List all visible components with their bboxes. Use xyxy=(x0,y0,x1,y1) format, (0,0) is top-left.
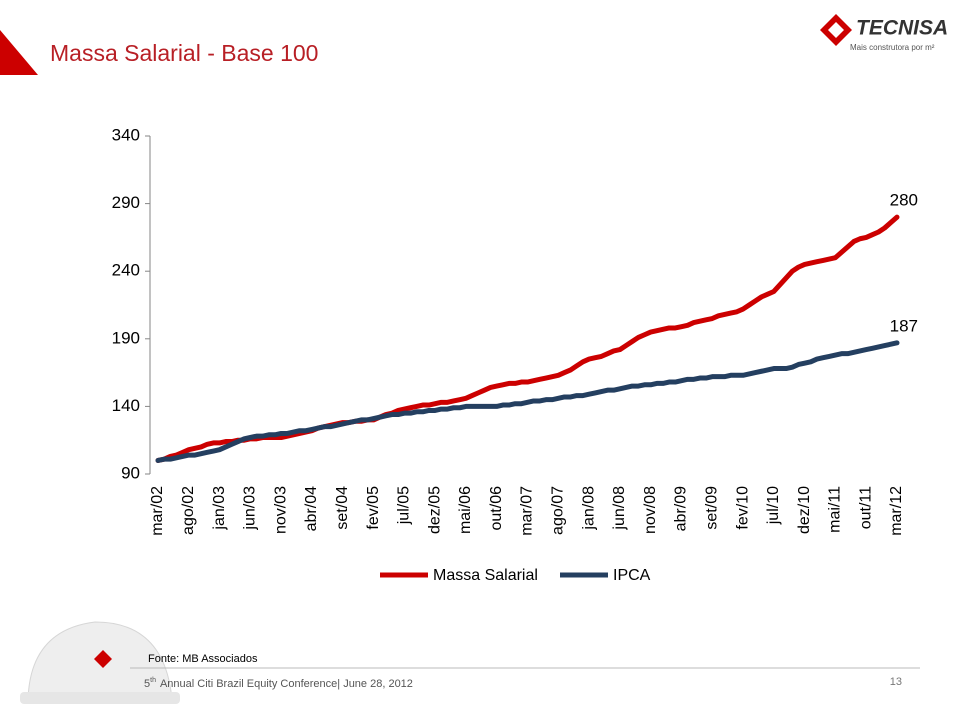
x-tick-label: nov/03 xyxy=(272,486,289,534)
x-tick-label: out/06 xyxy=(488,486,505,531)
y-tick-label: 190 xyxy=(112,328,140,347)
slide-title: Massa Salarial - Base 100 xyxy=(50,40,318,66)
x-tick-label: mai/11 xyxy=(827,486,844,533)
footer-sup: th xyxy=(150,677,156,684)
y-tick-label: 90 xyxy=(121,463,140,482)
x-tick-label: abr/04 xyxy=(303,486,320,531)
page-number: 13 xyxy=(890,676,902,688)
line-series xyxy=(155,340,900,463)
helmet xyxy=(20,621,180,704)
corner-accent xyxy=(0,30,38,75)
x-tick-label: dez/05 xyxy=(426,486,443,534)
x-tick-label: jan/08 xyxy=(580,486,597,531)
footer-text: Annual Citi Brazil Equity Conference| Ju… xyxy=(160,678,413,690)
x-tick-label: mai/06 xyxy=(457,486,474,534)
end-label: 280 xyxy=(890,191,918,210)
x-tick-label: nov/08 xyxy=(642,486,659,534)
x-tick-label: jan/03 xyxy=(211,486,228,531)
footer: 5th Annual Citi Brazil Equity Conference|… xyxy=(144,677,413,690)
y-tick-label: 140 xyxy=(112,396,140,415)
logo: TECNISA Mais construtora por m² xyxy=(820,14,948,52)
x-tick-label: set/04 xyxy=(334,486,351,530)
logo-name: TECNISA xyxy=(856,17,948,40)
footer-number: 5 xyxy=(144,678,150,690)
x-tick-label: out/11 xyxy=(857,486,874,529)
x-tick-label: fev/10 xyxy=(734,486,751,530)
x-tick-label: jul/05 xyxy=(396,486,413,525)
y-tick-label: 240 xyxy=(112,261,140,280)
helmet-brim xyxy=(20,692,180,704)
x-tick-label: mar/12 xyxy=(888,486,905,536)
x-tick-label: set/09 xyxy=(703,486,720,530)
x-tick-label: jul/10 xyxy=(765,486,782,525)
logo-mark-inner xyxy=(828,22,844,38)
helmet-logo xyxy=(94,650,112,668)
x-tick-label: mar/02 xyxy=(149,486,166,536)
y-tick-label: 290 xyxy=(112,193,140,212)
x-tick-label: mar/07 xyxy=(519,486,536,536)
y-tick-label: 340 xyxy=(112,125,140,144)
logo-tagline: Mais construtora por m² xyxy=(850,43,935,52)
x-tick-label: jun/08 xyxy=(611,486,628,531)
line-series xyxy=(155,214,900,463)
x-tick-label: abr/09 xyxy=(673,486,690,531)
end-label: 187 xyxy=(890,316,918,335)
x-tick-label: jun/03 xyxy=(242,486,259,531)
x-tick-label: ago/07 xyxy=(550,486,567,535)
legend-label: IPCA xyxy=(613,567,651,584)
x-tick-label: ago/02 xyxy=(180,486,197,535)
x-tick-label: dez/10 xyxy=(796,486,813,534)
source-note: Fonte: MB Associados xyxy=(148,653,258,665)
x-tick-label: fev/05 xyxy=(365,486,382,530)
legend-label: Massa Salarial xyxy=(433,567,538,584)
